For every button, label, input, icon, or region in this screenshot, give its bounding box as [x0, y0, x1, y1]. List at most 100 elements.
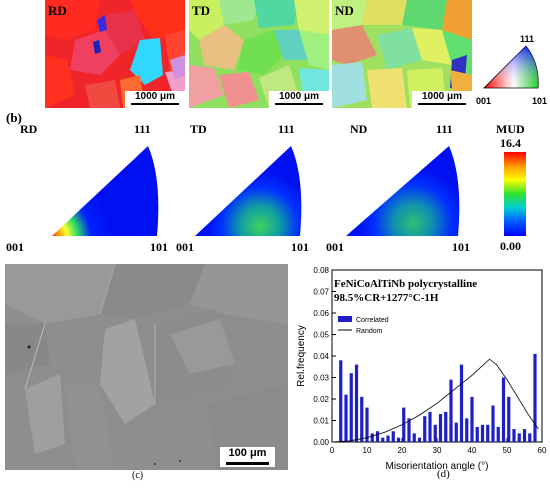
y-tick-label: 0.03	[313, 374, 329, 383]
ipf-nd-101: 101	[452, 240, 470, 254]
ipf-nd-triangle	[346, 146, 460, 236]
ebsd-map-nd: ND 1000 μm	[332, 0, 472, 108]
ebsd-map-td-scale-text: 1000 μm	[278, 91, 320, 102]
histogram-bar	[517, 433, 521, 442]
histogram-bar	[475, 426, 479, 442]
histogram-bar	[528, 433, 532, 442]
histogram-bar	[349, 373, 353, 442]
mud-max: 16.4	[500, 136, 521, 150]
histogram-bar	[470, 396, 474, 442]
histogram-bar	[423, 416, 427, 442]
histogram-bar	[381, 437, 385, 442]
histogram-bar	[370, 433, 374, 442]
ipf-td-triangle	[195, 146, 302, 236]
ebsd-map-rd-scale-text: 1000 μm	[134, 91, 176, 102]
histogram-bar	[375, 431, 380, 442]
ipf-rd-label: RD	[20, 122, 38, 136]
histogram-bar	[354, 364, 359, 442]
histogram-bar	[522, 429, 527, 442]
x-tick-label: 40	[468, 446, 477, 455]
legend-correlated-label: Correlated	[356, 317, 389, 324]
chart-annotation-line1: FeNiCoAlTiNb polycrystalline	[334, 278, 478, 290]
ebsd-map-nd-scale-text: 1000 μm	[421, 91, 463, 102]
x-tick-label: 60	[538, 446, 547, 455]
ebsd-map-nd-scale-line	[418, 103, 466, 105]
ipf-key-101: 101	[532, 96, 548, 106]
mud-gradient	[504, 152, 526, 236]
histogram-bar	[391, 431, 395, 442]
ipf-td-101: 101	[291, 240, 309, 254]
ipf-color-key-triangle	[483, 45, 539, 89]
ipf-td: TD 111 001 101	[160, 118, 325, 258]
ipf-color-key: 111 001 101	[476, 0, 550, 112]
histogram-bar	[433, 424, 437, 442]
ebsd-map-rd-label: RD	[48, 3, 67, 18]
histogram-bar	[417, 437, 422, 442]
random-distribution-line	[331, 358, 539, 443]
ipf-key-111: 111	[520, 34, 535, 44]
y-tick-label: 0.02	[313, 395, 329, 404]
sem-micrograph-image	[5, 264, 288, 470]
ipf-nd-label: ND	[350, 122, 368, 136]
mud-colorbar: MUD 16.4 0.00	[494, 118, 550, 258]
histogram-bar	[454, 422, 458, 442]
histogram-bar	[512, 429, 516, 442]
histogram-bar	[339, 360, 343, 442]
ebsd-map-td-label: TD	[192, 3, 211, 18]
histogram-bar	[386, 435, 390, 442]
histogram-bar	[360, 396, 364, 442]
ebsd-map-rd-image	[45, 0, 185, 108]
ipf-nd-111: 111	[436, 122, 453, 136]
mud-min: 0.00	[500, 239, 521, 253]
histogram-bar	[491, 405, 495, 442]
histogram-bar	[496, 426, 500, 442]
ipf-rd-111: 111	[134, 122, 151, 136]
x-tick-label: 0	[330, 446, 335, 455]
histogram-bar	[407, 418, 411, 442]
sem-scalebar: 100 μm	[220, 447, 275, 467]
ipf-rd-triangle	[52, 146, 159, 236]
ebsd-map-rd: RD 1000 μm	[45, 0, 185, 108]
x-tick-label: 10	[363, 446, 372, 455]
histogram-bar	[480, 424, 485, 442]
x-tick-label: 30	[433, 446, 442, 455]
histogram-bar	[402, 407, 406, 442]
histogram-bar	[438, 414, 443, 442]
legend-correlated-swatch	[338, 316, 352, 322]
histogram-bar	[507, 396, 511, 442]
ebsd-map-td: TD 1000 μm	[189, 0, 329, 108]
x-tick-label: 50	[503, 446, 512, 455]
ipf-td-label: TD	[190, 122, 207, 136]
chart-annotation-line2: 98.5%CR+1277°C-1H	[334, 292, 439, 304]
ebsd-map-nd-scalebar: 1000 μm	[412, 91, 472, 108]
sem-micrograph: 100 μm	[5, 264, 288, 470]
ebsd-map-nd-image	[332, 0, 472, 108]
mud-title: MUD	[496, 122, 525, 136]
y-axis-label: Rel.frequency	[296, 325, 307, 387]
panel-b-label: (b)	[6, 110, 22, 125]
panel-c-label: (c)	[132, 470, 144, 481]
misorientation-chart: 0.00 0.01 0.02 0.03 0.04 0.05 0.06 0.07 0.08 0 10 2…	[292, 262, 550, 483]
y-tick-label: 0.06	[313, 309, 329, 318]
ebsd-map-td-scalebar: 1000 μm	[269, 91, 329, 108]
ipf-rd-101: 101	[150, 240, 168, 254]
histogram-bar	[428, 411, 432, 442]
y-tick-label: 0.07	[313, 288, 329, 297]
ebsd-map-td-scale-line	[275, 103, 323, 105]
x-tick-label: 20	[398, 446, 407, 455]
misorientation-chart-svg: 0.00 0.01 0.02 0.03 0.04 0.05 0.06 0.07 0.08 0 10 2…	[296, 266, 547, 472]
ebsd-map-nd-label: ND	[335, 3, 354, 18]
histogram-bar	[444, 411, 448, 442]
sem-scale-line	[226, 462, 269, 465]
ipf-rd: RD 111 001 101	[0, 118, 185, 258]
sem-scale-text: 100 μm	[228, 447, 267, 459]
y-tick-label: 0.01	[313, 417, 329, 426]
ebsd-map-rd-scale-line	[131, 103, 179, 105]
histogram-bar	[501, 377, 506, 442]
ipf-td-111: 111	[278, 122, 295, 136]
y-tick-label: 0.00	[313, 438, 329, 447]
histogram-bar	[533, 353, 537, 442]
histogram-bar	[449, 379, 453, 442]
ipf-td-001: 001	[176, 240, 194, 254]
legend-random-label: Random	[356, 328, 383, 335]
